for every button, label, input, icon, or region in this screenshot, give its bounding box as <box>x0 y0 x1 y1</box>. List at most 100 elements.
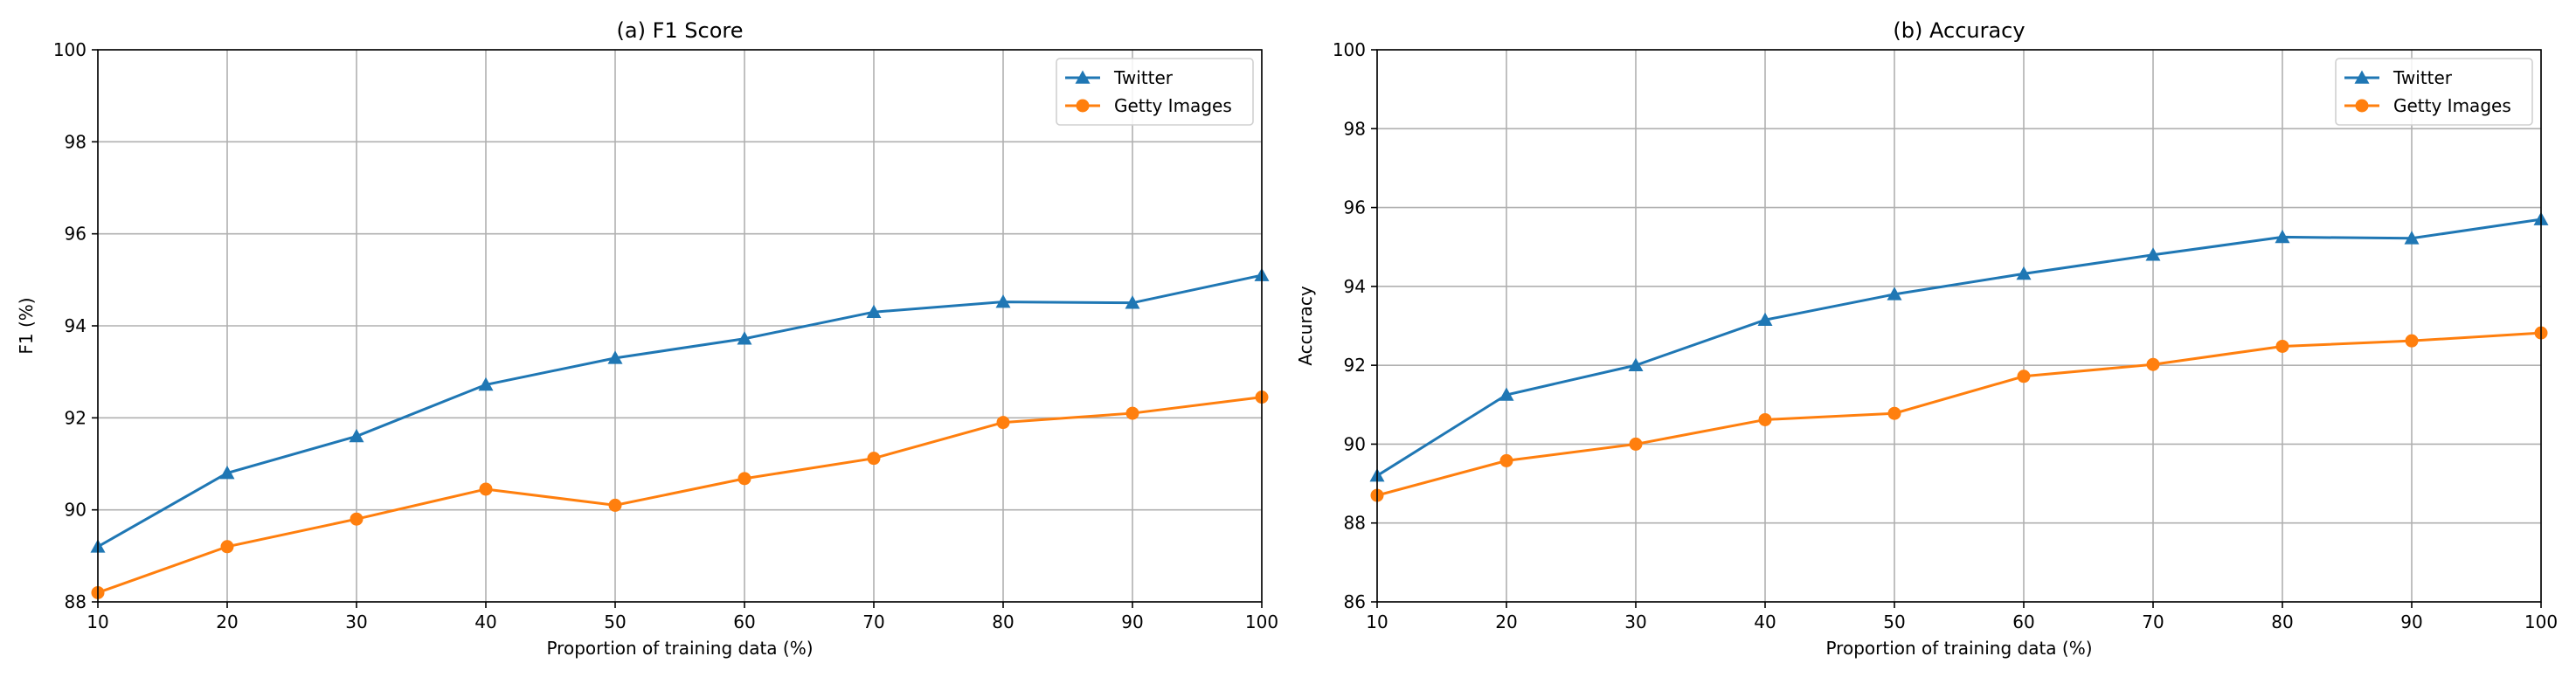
legend-label: Getty Images <box>2393 95 2511 116</box>
data-point <box>2145 247 2161 261</box>
chart-panel-accuracy: 10 20 30 40 50 60 70 80 90 100 86 88 90 92 94 96 98 100 (… <box>1295 18 2558 659</box>
x-tick-label: 80 <box>992 611 1014 632</box>
data-point <box>1757 312 1773 327</box>
legend-label: Twitter <box>2392 67 2453 88</box>
x-axis-label: Proportion of training data (%) <box>546 638 813 659</box>
chart-title: (a) F1 Score <box>617 18 744 43</box>
y-tick-label: 100 <box>53 39 87 60</box>
y-tick-label: 92 <box>65 407 87 428</box>
legend-label: Getty Images <box>1114 95 1232 116</box>
series-line <box>97 273 1263 549</box>
y-tick-label: 100 <box>1333 39 1366 60</box>
x-tick-label: 50 <box>604 611 626 632</box>
series-twitter <box>1369 211 2549 482</box>
x-tick-label: 50 <box>1883 611 1905 632</box>
data-point <box>1629 437 1643 451</box>
y-axis-label: Accuracy <box>1295 286 1316 365</box>
data-point <box>2146 357 2160 371</box>
x-tick-label: 90 <box>2400 611 2422 632</box>
series-getty-images <box>91 390 1269 599</box>
y-tick-label: 98 <box>65 131 87 152</box>
y-tick-label: 90 <box>1344 433 1366 454</box>
chart-panel-f1: 10 20 30 40 50 60 70 80 90 100 88 90 92 94 96 98 100 (a)… <box>16 18 1278 659</box>
legend-box <box>2335 58 2533 126</box>
series-line <box>1376 218 2542 477</box>
x-tick-label: 60 <box>2012 611 2034 632</box>
plot-frame <box>1376 49 2542 603</box>
x-tick-label: 70 <box>862 611 884 632</box>
legend-entry: Getty Images <box>1065 95 1232 116</box>
data-point <box>1125 295 1140 309</box>
x-tick-label: 30 <box>345 611 367 632</box>
data-point <box>737 472 751 486</box>
data-point <box>1628 357 1644 371</box>
x-tick-label: 40 <box>474 611 496 632</box>
data-point <box>2405 334 2419 348</box>
y-tick-label: 94 <box>1344 276 1366 297</box>
x-axis-label: Proportion of training data (%) <box>1825 638 2092 659</box>
legend-marker <box>1075 70 1091 84</box>
data-point <box>608 498 622 512</box>
legend-box <box>1056 58 1254 126</box>
y-tick-label: 88 <box>1344 513 1366 534</box>
y-tick-label: 94 <box>65 315 87 336</box>
data-point <box>220 540 234 554</box>
x-tick-label: 60 <box>733 611 755 632</box>
x-tick-label: 70 <box>2142 611 2164 632</box>
data-point <box>2275 339 2289 353</box>
legend-label: Twitter <box>1113 67 1174 88</box>
data-point <box>1887 287 1902 301</box>
x-tick-label: 100 <box>1245 611 1278 632</box>
data-point <box>867 452 881 466</box>
x-tick-label: 10 <box>1366 611 1388 632</box>
series-getty-images <box>1370 326 2548 502</box>
y-tick-label: 98 <box>1344 118 1366 139</box>
x-tick-label: 20 <box>1495 611 1517 632</box>
data-point <box>996 416 1010 430</box>
data-point <box>2016 266 2032 280</box>
legend-marker <box>2354 70 2370 84</box>
data-point <box>1758 412 1772 426</box>
data-point <box>2017 370 2031 383</box>
data-point <box>350 512 364 526</box>
legend-entry: Getty Images <box>2344 95 2511 116</box>
legend-marker <box>1076 99 1090 113</box>
y-tick-label: 96 <box>1344 197 1366 218</box>
y-tick-label: 96 <box>65 224 87 245</box>
y-axis-label: F1 (%) <box>16 297 37 354</box>
chart-title: (b) Accuracy <box>1893 18 2025 43</box>
x-tick-label: 10 <box>87 611 108 632</box>
data-point <box>2404 231 2420 245</box>
x-tick-label: 20 <box>216 611 238 632</box>
legend: Twitter Getty Images <box>1056 58 1254 126</box>
legend: Twitter Getty Images <box>2335 58 2533 126</box>
data-point <box>1887 406 1901 420</box>
x-tick-label: 90 <box>1121 611 1143 632</box>
y-tick-label: 88 <box>65 591 87 612</box>
data-point <box>866 304 882 318</box>
x-tick-label: 100 <box>2524 611 2558 632</box>
legend-marker <box>2355 99 2369 113</box>
legend-entry: Twitter <box>2344 67 2453 88</box>
data-point <box>607 350 623 364</box>
data-point <box>1125 406 1139 420</box>
data-point <box>478 376 494 391</box>
data-point <box>479 482 493 496</box>
data-point <box>2275 229 2290 244</box>
y-tick-label: 90 <box>65 500 87 521</box>
y-tick-label: 86 <box>1344 591 1366 612</box>
x-tick-label: 40 <box>1754 611 1776 632</box>
series-line <box>1376 331 2542 497</box>
series-line <box>97 396 1263 594</box>
x-tick-label: 80 <box>2271 611 2293 632</box>
data-point <box>349 428 364 443</box>
data-point <box>1499 453 1513 467</box>
x-tick-label: 30 <box>1624 611 1646 632</box>
data-point <box>995 294 1011 308</box>
data-point <box>1499 387 1514 401</box>
legend-entry: Twitter <box>1065 67 1174 88</box>
data-point <box>219 466 235 480</box>
y-tick-label: 92 <box>1344 355 1366 376</box>
